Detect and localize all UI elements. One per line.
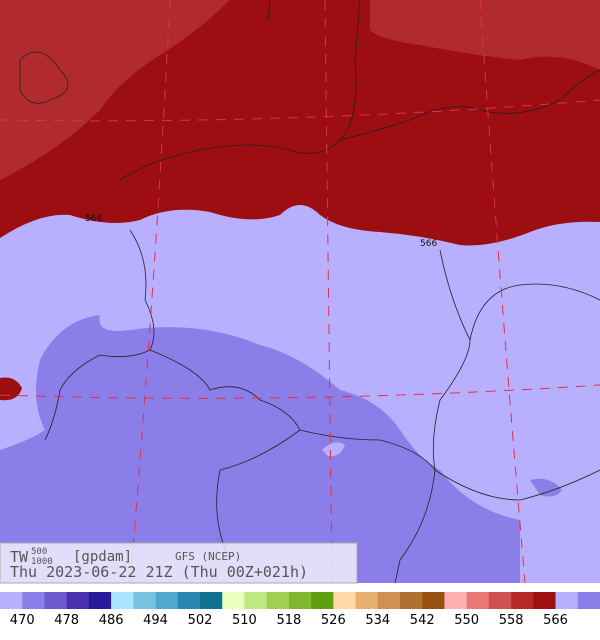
field-region-red	[0, 0, 230, 180]
valid-time: Thu 2023-06-22 21Z (Thu 00Z+021h)	[10, 563, 308, 581]
level-bottom: 1000	[31, 557, 53, 567]
legend-swatch	[155, 592, 179, 609]
legend-label: 494	[143, 613, 168, 628]
legend-swatch	[577, 592, 600, 609]
legend-swatch	[111, 592, 134, 609]
legend-swatch	[66, 592, 90, 609]
legend-label: 470	[10, 613, 35, 628]
legend-swatch	[488, 592, 512, 609]
legend-swatch	[555, 592, 579, 609]
legend-swatch	[244, 592, 267, 609]
legend-label: 518	[276, 613, 301, 628]
legend-swatch	[466, 592, 490, 609]
legend-swatch	[400, 592, 423, 609]
legend-label: 502	[188, 613, 213, 628]
header-box	[0, 542, 358, 584]
legend-swatch	[422, 592, 445, 609]
legend-swatch	[44, 592, 67, 609]
legend-swatch	[22, 592, 45, 609]
units: [gpdam]	[73, 549, 132, 565]
legend-swatch	[311, 592, 334, 609]
legend-swatch	[511, 592, 534, 609]
legend-label: 542	[410, 613, 435, 628]
contour-label: 566	[420, 239, 437, 249]
legend-swatch	[377, 592, 401, 609]
legend-label: 486	[99, 613, 124, 628]
graticule	[0, 0, 600, 584]
field-patch	[530, 478, 562, 497]
field-region-red	[370, 0, 600, 70]
legend-label: 558	[499, 613, 524, 628]
legend-swatch	[0, 592, 23, 609]
field-patch	[322, 442, 345, 457]
legend-swatch	[266, 592, 290, 609]
model: GFS (NCEP)	[175, 550, 241, 563]
legend-label: 478	[54, 613, 79, 628]
color-legend: 470 478 486 494 502 510 518 526 534 542 550 558 566	[0, 592, 600, 628]
legend-swatch	[88, 592, 112, 609]
field-name: TW	[10, 548, 29, 566]
legend-swatch	[333, 592, 356, 609]
legend-label: 526	[321, 613, 346, 628]
legend-swatch	[533, 592, 556, 609]
legend-label: 510	[232, 613, 257, 628]
level-top: 500	[31, 547, 47, 557]
legend-swatch	[200, 592, 223, 609]
legend-swatch	[222, 592, 245, 609]
legend-label: 550	[454, 613, 479, 628]
legend-swatch	[444, 592, 467, 609]
legend-label: 566	[543, 613, 568, 628]
contour-label: 566	[85, 214, 102, 224]
legend-swatch	[177, 592, 201, 609]
borders	[19, 0, 600, 584]
legend-swatch	[355, 592, 379, 609]
legend-swatch	[288, 592, 312, 609]
field-region-purple	[0, 315, 520, 583]
field-patch	[0, 377, 22, 401]
legend-swatch	[133, 592, 156, 609]
legend-label: 534	[365, 613, 390, 628]
